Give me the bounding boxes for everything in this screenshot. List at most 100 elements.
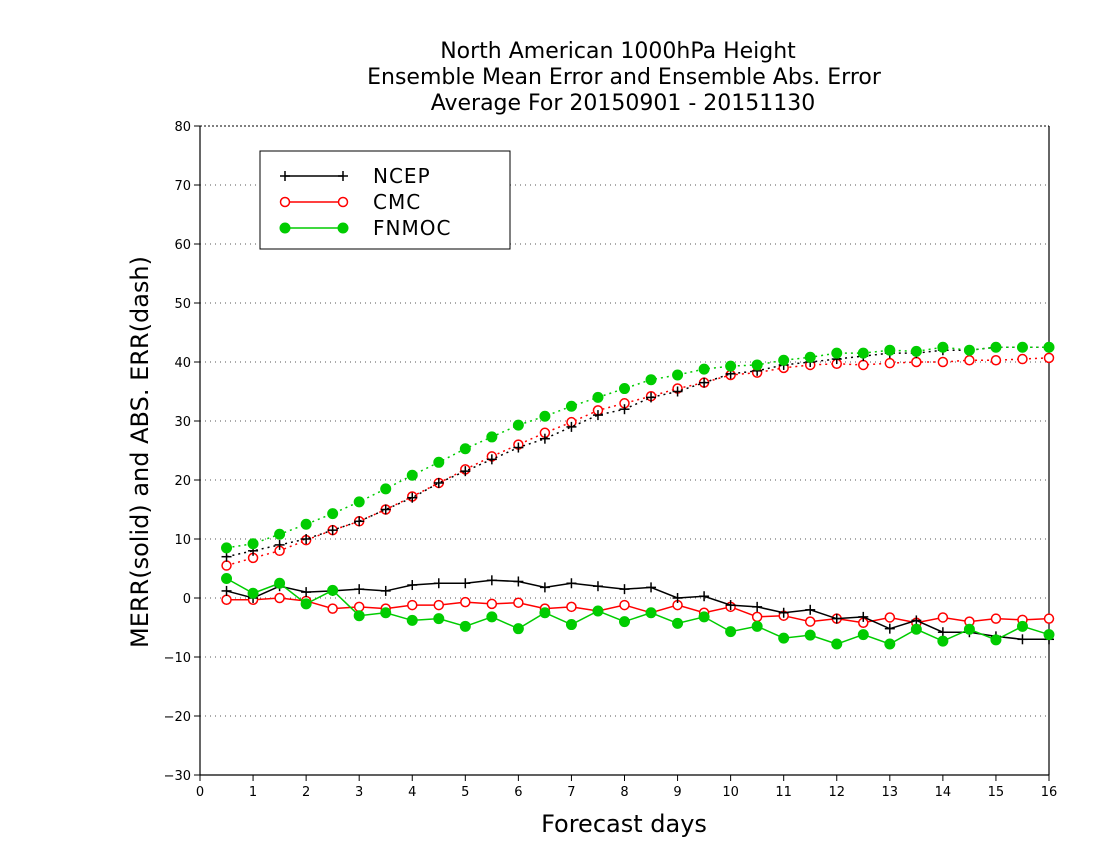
point-ncep-abs-err — [539, 433, 550, 444]
point-fnmoc-merr — [433, 613, 445, 625]
point-fnmoc-merr — [1043, 629, 1055, 641]
point-cmc-merr — [486, 598, 498, 610]
series-ncep-merr-line — [226, 579, 1049, 641]
point-fnmoc-abs-err — [672, 369, 684, 381]
point-fnmoc-merr — [327, 584, 339, 596]
point-ncep-abs-err — [433, 477, 444, 488]
y-tick-label: 40 — [174, 356, 191, 371]
point-fnmoc-abs-err — [221, 542, 233, 554]
point-fnmoc-abs-err — [804, 351, 816, 363]
point-fnmoc-abs-err — [274, 528, 286, 540]
point-cmc-merr — [619, 599, 630, 611]
point-ncep-merr — [354, 584, 365, 595]
point-fnmoc-merr — [884, 638, 896, 650]
point-fnmoc-merr — [619, 616, 630, 628]
legend-ncep-marker-left — [280, 171, 290, 181]
point-fnmoc-abs-err — [990, 341, 1002, 353]
point-fnmoc-merr — [565, 619, 577, 631]
point-fnmoc-merr — [937, 635, 949, 647]
y-tick-label: −10 — [164, 651, 191, 666]
point-cmc-abs-err — [964, 354, 975, 366]
point-ncep-merr — [513, 576, 524, 587]
point-cmc-merr — [513, 597, 524, 608]
point-fnmoc-merr — [645, 607, 657, 619]
point-cmc-merr — [460, 596, 471, 608]
point-fnmoc-merr — [857, 629, 869, 641]
legend-fnmoc-marker-left — [279, 222, 291, 234]
x-tick-label: 8 — [620, 785, 628, 800]
point-cmc-abs-err — [990, 354, 1002, 366]
point-ncep-merr — [592, 581, 603, 592]
point-fnmoc-merr — [486, 611, 498, 623]
chart-title-line-3: Average For 20150901 - 20151130 — [431, 91, 816, 116]
x-tick-label: 11 — [775, 785, 792, 800]
x-tick-label: 0 — [196, 785, 204, 800]
x-tick-label: 16 — [1041, 785, 1058, 800]
x-tick-label: 6 — [514, 785, 522, 800]
point-fnmoc-abs-err — [831, 347, 843, 359]
x-tick-label: 5 — [461, 785, 469, 800]
chart-title-line-2: Ensemble Mean Error and Ensemble Abs. Er… — [367, 65, 882, 90]
series-cmc-abs-err-line — [226, 357, 1050, 567]
point-ncep-abs-err — [380, 504, 391, 515]
x-axis-label: Forecast days — [541, 810, 707, 838]
point-fnmoc-abs-err — [857, 347, 869, 359]
point-fnmoc-abs-err — [380, 483, 392, 495]
point-fnmoc-merr — [751, 620, 763, 632]
point-cmc-merr — [221, 594, 232, 606]
series-fnmoc-abs-err-line — [226, 346, 1049, 549]
grid-lines — [200, 125, 1049, 717]
chart-title-line-1: North American 1000hPa Height — [440, 39, 796, 64]
y-tick-label: 60 — [174, 238, 191, 253]
series-ncep-abs-err-line — [226, 346, 1049, 558]
point-ncep-abs-err — [301, 534, 312, 544]
point-fnmoc-merr — [512, 623, 524, 635]
point-cmc-merr — [751, 611, 763, 623]
point-ncep-abs-err — [460, 466, 471, 477]
point-fnmoc-abs-err — [406, 469, 418, 481]
point-fnmoc-merr — [459, 620, 471, 632]
point-cmc-merr — [884, 612, 896, 623]
point-ncep-abs-err — [672, 386, 683, 397]
point-fnmoc-abs-err — [327, 508, 339, 520]
point-fnmoc-abs-err — [433, 456, 445, 468]
x-tick-label: 2 — [302, 785, 310, 800]
point-fnmoc-merr — [406, 614, 418, 626]
point-ncep-merr — [911, 615, 922, 626]
y-tick-label: 10 — [174, 533, 191, 548]
point-ncep-merr — [884, 623, 895, 634]
point-fnmoc-abs-err — [778, 354, 790, 366]
x-tick-label: 13 — [882, 785, 899, 800]
point-ncep-merr — [778, 607, 789, 618]
point-fnmoc-abs-err — [751, 359, 763, 371]
y-tick-label: −30 — [164, 769, 191, 784]
x-tick-label: 14 — [935, 785, 952, 800]
point-fnmoc-abs-err — [512, 419, 524, 431]
point-ncep-merr — [486, 575, 497, 586]
x-tick-label: 10 — [722, 785, 739, 800]
x-tick-label: 3 — [355, 785, 363, 800]
point-cmc-abs-err — [221, 560, 232, 571]
point-fnmoc-merr — [804, 629, 816, 641]
point-fnmoc-merr — [698, 611, 710, 623]
y-tick-label: 50 — [174, 297, 191, 312]
y-tick-label: 0 — [183, 592, 191, 607]
point-ncep-merr — [725, 600, 736, 611]
point-ncep-abs-err — [407, 492, 418, 503]
point-fnmoc-abs-err — [486, 431, 498, 443]
point-fnmoc-abs-err — [1016, 341, 1028, 353]
point-ncep-merr — [752, 601, 763, 612]
legend-fnmoc-marker-right — [337, 222, 349, 234]
point-cmc-abs-err — [884, 357, 896, 369]
x-tick-label: 12 — [828, 785, 845, 800]
point-ncep-merr — [407, 580, 418, 591]
point-ncep-merr — [433, 578, 444, 589]
point-fnmoc-merr — [725, 626, 737, 638]
point-ncep-abs-err — [486, 454, 497, 465]
point-ncep-abs-err — [513, 442, 524, 453]
point-cmc-abs-err — [1043, 352, 1055, 364]
point-fnmoc-merr — [672, 617, 684, 629]
point-cmc-merr — [937, 612, 949, 623]
